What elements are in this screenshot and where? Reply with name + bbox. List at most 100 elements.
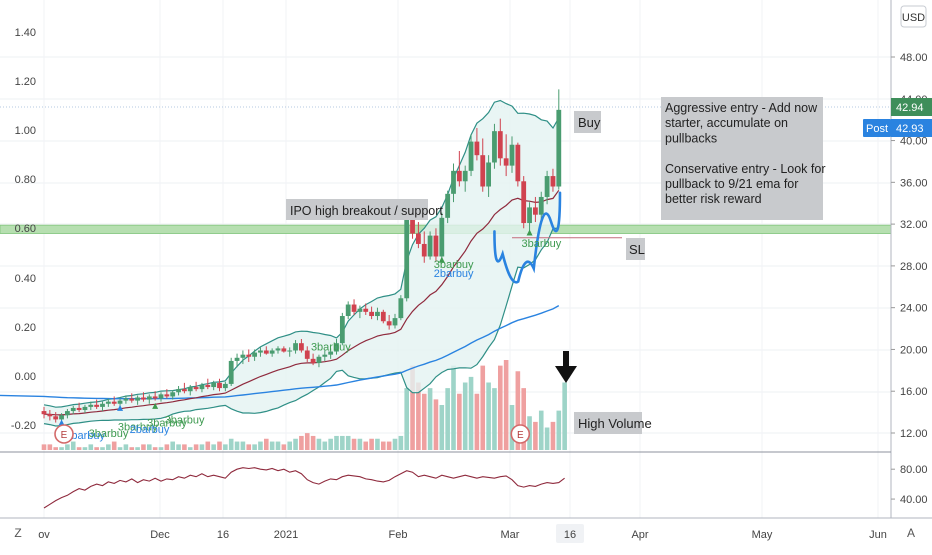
volume-bar [106,444,111,450]
candle [135,395,140,405]
volume-bar [550,421,556,450]
volume-bar [445,388,450,450]
volume-bar [187,447,193,450]
volume-bar [234,441,240,450]
volume-bar [147,444,152,450]
volume-bar [76,447,82,450]
price-label-value: 42.93 [896,123,924,135]
candle-body [392,318,398,326]
candle-body [310,358,316,364]
candle [293,340,298,354]
candle [369,306,374,320]
cup-pattern-curve [493,191,562,284]
volume-bar [369,438,374,450]
log-scale-toggle[interactable]: Z [14,526,21,540]
auto-scale-toggle[interactable]: A [907,526,915,540]
earnings-marker[interactable]: E [510,424,531,444]
candle-body [246,354,252,357]
earnings-circle-icon [510,424,531,444]
candle-body [521,181,527,224]
candle-body [515,144,521,182]
buy-signal-label: 3barbuy [165,414,205,426]
volume-bar [345,435,351,450]
ipo-annotation-text: IPO high breakout / support [290,204,443,218]
candle [146,394,152,404]
volume-bar [158,447,164,450]
buy-signal-labels: 2barbuy3barbuy3barbuy2barbuy3barbuy3barb… [65,238,562,442]
time-axis-tick: Mar [501,529,520,541]
candle [357,305,363,319]
volume-bar [176,444,181,450]
candle [82,404,88,414]
high-volume-annotation-text: High Volume [578,416,652,431]
volume-bar [228,438,234,450]
price-axis-tick: 12.00 [900,428,928,440]
volume-bar [287,441,292,450]
high-volume-annotation[interactable]: High Volume [574,412,652,434]
candle-body [299,343,304,351]
volume-bar [492,388,497,450]
candle-body [47,414,53,417]
candle [310,353,316,366]
candle-body [100,403,105,407]
candle [550,168,556,192]
candle [328,348,334,359]
volume-bar [316,438,322,450]
time-axis-labels[interactable]: ov Dec 16 2021 Feb Mar 16 Apr May Jun [38,524,887,543]
volume-bar [193,444,199,450]
volume-bar [252,444,257,450]
earnings-marker[interactable]: E [54,424,74,444]
candle [41,406,47,419]
volume-bar [304,433,310,450]
sl-annotation[interactable]: SL [626,238,645,260]
candle [416,222,421,249]
currency-text: USD [902,12,925,24]
time-axis-tick: ov [38,529,50,541]
candle-body [474,141,480,156]
candle [240,350,246,365]
candle [275,346,281,354]
price-axis-tick: 24.00 [900,303,928,315]
volume-bar [357,438,363,450]
candle-body [486,162,491,187]
left-axis-tick: -0.20 [11,420,36,432]
price-axis-tick: 48.00 [900,52,928,64]
candle [158,392,164,402]
candle-body [217,382,222,389]
candle-body [158,394,164,399]
candle-body [41,411,47,415]
volume-bar [211,444,216,450]
oscillator-axis: 80.00 40.00 [891,464,928,506]
volume-bar [88,444,94,450]
buy-signal-label: 3barbuy [89,428,129,440]
buy-signal-label: 3barbuy [434,259,474,271]
candle-body [187,387,193,392]
candle [380,309,386,324]
candle-body [240,354,246,358]
candle-body [445,193,451,218]
candle [503,134,509,177]
candle [258,347,263,357]
currency-badge[interactable]: USD [900,5,927,28]
buy-annotation[interactable]: Buy [574,111,601,133]
candle-body [152,396,158,399]
earnings-label: E [517,430,524,441]
candle [111,396,117,406]
volume-bar [275,441,281,450]
volume-bar [310,435,316,450]
volume-bar [322,441,328,450]
right-price-axis[interactable]: 48.0044.0040.0036.0032.0028.0024.0020.00… [891,52,928,440]
candle-body [287,350,293,352]
candle [480,138,486,192]
volume-bar [328,438,333,450]
candle [152,391,158,401]
ipo-annotation[interactable]: IPO high breakout / support [286,199,443,220]
buy-signal-label: 2barbuy [65,430,105,442]
candle [76,402,82,413]
candle-body [339,316,345,344]
candle [287,347,293,357]
currency-badge-box [900,5,927,28]
candle [509,136,515,173]
volume-bar [246,444,252,450]
